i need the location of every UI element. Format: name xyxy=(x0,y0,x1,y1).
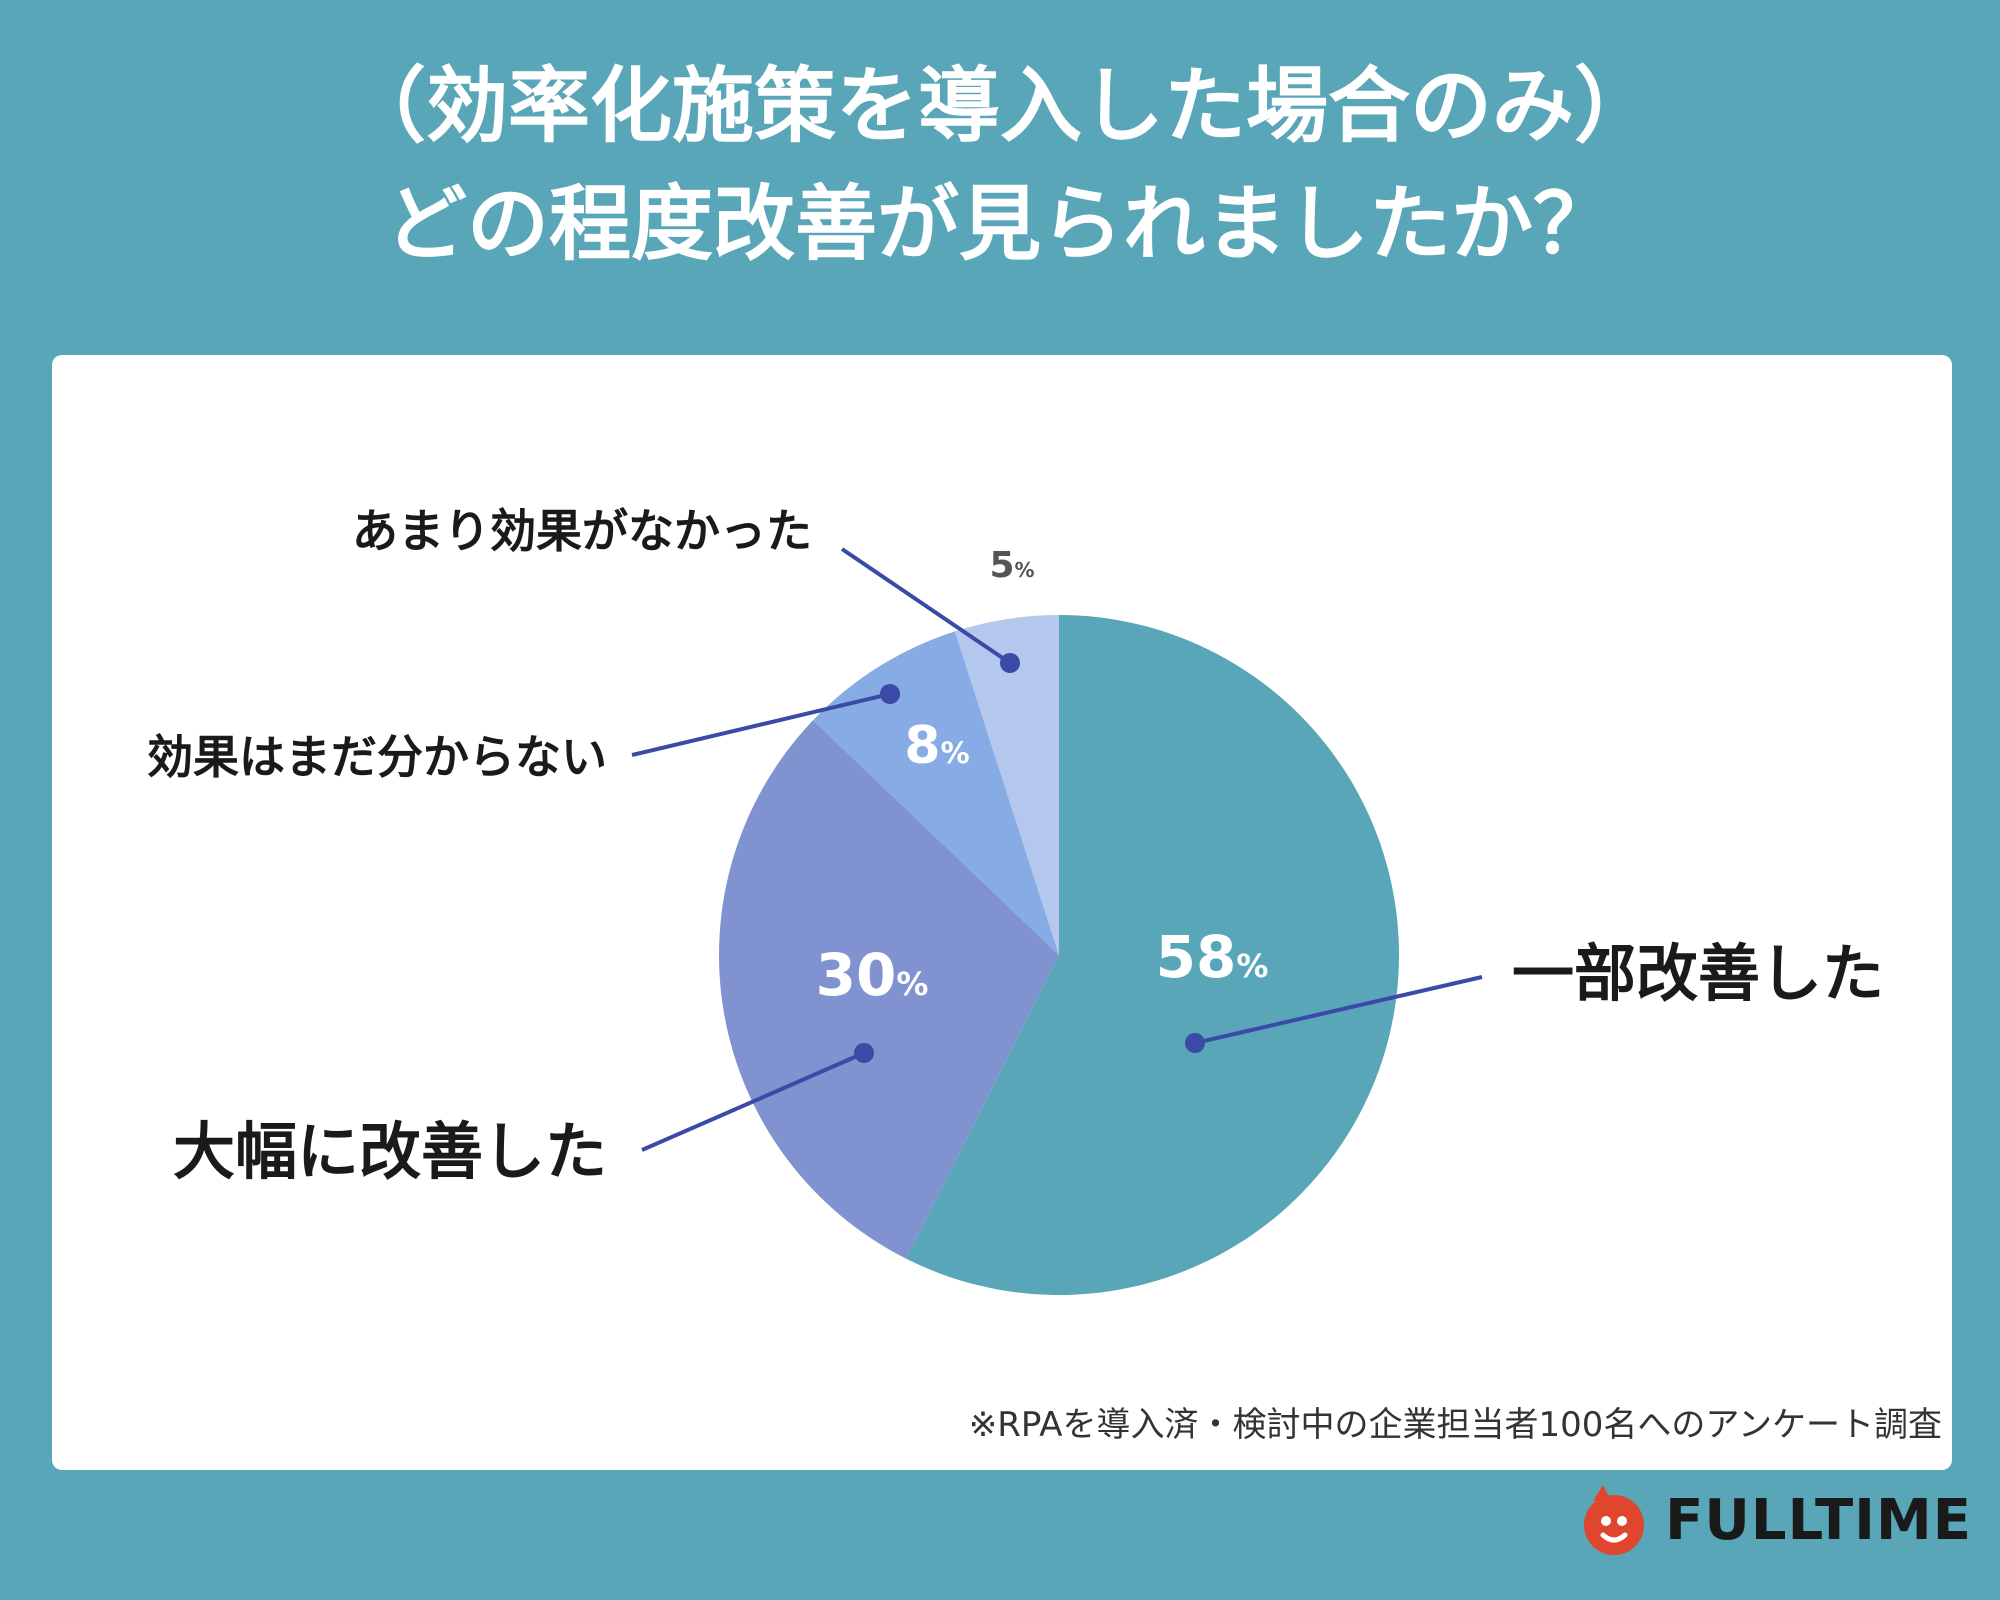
leader-line-greatly-improved xyxy=(641,1051,865,1152)
value-number: 58 xyxy=(1156,923,1237,991)
value-number: 30 xyxy=(816,941,897,1009)
category-label-greatly-improved: 大幅に改善した xyxy=(173,1115,607,1188)
value-unit: % xyxy=(1236,947,1268,985)
value-unit: % xyxy=(1015,558,1035,582)
pie-slice-partly-improved xyxy=(906,615,1399,1295)
leader-line-partly-improved xyxy=(1194,975,1483,1045)
leader-line-unknown-yet xyxy=(631,692,891,757)
value-label-unknown-yet: 8% xyxy=(904,716,969,776)
value-label-little-effect: 5% xyxy=(989,545,1034,586)
pie-slice-little-effect xyxy=(954,615,1059,955)
leader-dot-unknown-yet xyxy=(880,684,900,704)
survey-footnote: ※RPAを導入済・検討中の企業担当者100名へのアンケート調査 xyxy=(968,1405,1942,1445)
face-mark-icon xyxy=(1584,1485,1645,1555)
brand-logo: FULLTIME xyxy=(1573,1480,1972,1560)
pie-slice-greatly-improved xyxy=(719,720,1059,1259)
value-label-partly-improved: 58% xyxy=(1156,923,1269,991)
value-number: 8 xyxy=(904,716,940,776)
value-label-greatly-improved: 30% xyxy=(816,941,929,1009)
leader-dot-partly-improved xyxy=(1185,1033,1205,1053)
leader-dot-greatly-improved xyxy=(854,1043,874,1063)
category-label-unknown-yet: 効果はまだ分からない xyxy=(147,730,607,784)
chart-card: 58% 一部改善した 30% 大幅に改善した 8% 効果はまだ分からない 5% あまり効果がな… xyxy=(52,355,1952,1470)
leader-dot-little-effect xyxy=(1000,653,1020,673)
brand-name: FULLTIME xyxy=(1665,1487,1972,1553)
title-line-1: （効率化施策を導入した場合のみ） xyxy=(343,59,1656,154)
value-number: 5 xyxy=(989,545,1014,586)
title-line-2: どの程度改善が見られましたか？ xyxy=(384,177,1615,272)
pie-chart: 58% 一部改善した30%大幅に改善した8%効果はまだ分からない5%あまり効果がな… xyxy=(147,504,1884,1295)
category-label-little-effect: あまり効果がなかった xyxy=(352,504,812,558)
pie-slice-unknown-yet xyxy=(813,631,1059,955)
category-label-partly-improved: 一部改善した xyxy=(1512,937,1884,1010)
value-unit: % xyxy=(941,736,970,770)
value-unit: % xyxy=(896,965,928,1003)
leader-line-little-effect xyxy=(840,547,1012,665)
page-title: （効率化施策を導入した場合のみ） どの程度改善が見られましたか？ xyxy=(0,48,2000,284)
